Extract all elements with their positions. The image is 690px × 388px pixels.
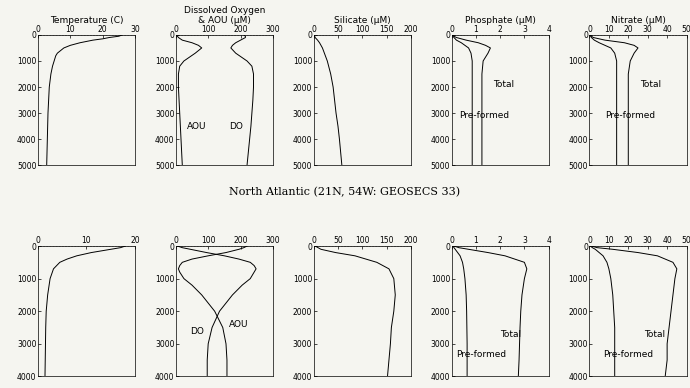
Text: Total: Total <box>640 80 661 89</box>
Text: Pre-formed: Pre-formed <box>605 111 655 120</box>
Text: Pre-formed: Pre-formed <box>603 350 653 359</box>
X-axis label: Phosphate (μM): Phosphate (μM) <box>464 16 535 25</box>
Text: North Atlantic (21N, 54W: GEOSECS 33): North Atlantic (21N, 54W: GEOSECS 33) <box>230 187 460 197</box>
Text: Pre-formed: Pre-formed <box>459 111 509 120</box>
X-axis label: Nitrate (μM): Nitrate (μM) <box>611 16 665 25</box>
X-axis label: Dissolved Oxygen
& AOU (μM): Dissolved Oxygen & AOU (μM) <box>184 6 265 25</box>
Text: DO: DO <box>190 327 204 336</box>
Text: Pre-formed: Pre-formed <box>456 350 506 359</box>
X-axis label: Silicate (μM): Silicate (μM) <box>334 16 391 25</box>
X-axis label: Temperature (C): Temperature (C) <box>50 16 124 25</box>
Text: Total: Total <box>500 330 521 339</box>
Text: Total: Total <box>493 80 514 89</box>
Text: Total: Total <box>644 330 665 339</box>
Text: AOU: AOU <box>229 320 248 329</box>
Text: AOU: AOU <box>187 122 206 131</box>
Text: DO: DO <box>229 122 243 131</box>
